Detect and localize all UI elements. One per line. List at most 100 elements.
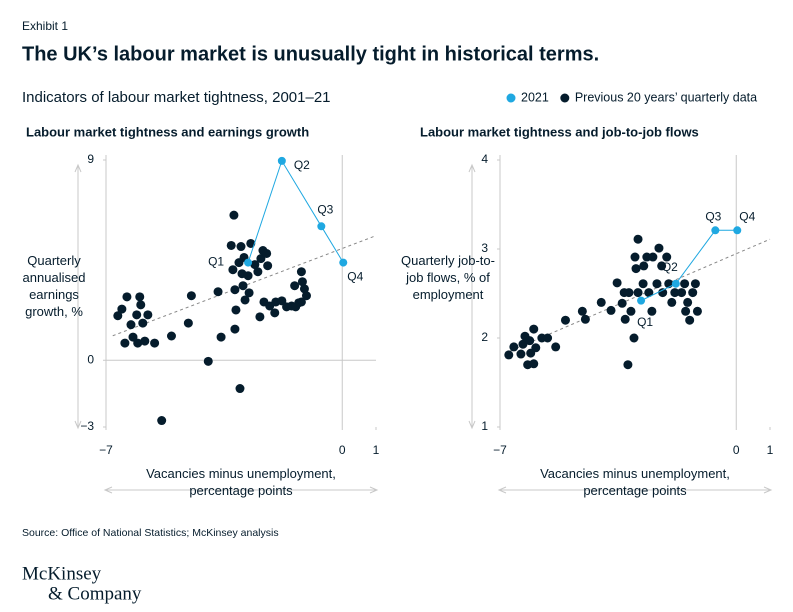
point [633, 234, 643, 244]
point [620, 314, 630, 324]
point [543, 333, 553, 343]
y-tick-label: 0 [87, 352, 94, 366]
point [626, 306, 636, 316]
point [143, 310, 153, 320]
point [692, 306, 702, 316]
page-title: The UK’s labour market is unusually tigh… [22, 43, 599, 65]
point-label: Q4 [347, 270, 363, 284]
point [677, 288, 687, 298]
point [619, 288, 629, 298]
point [612, 278, 622, 288]
point [253, 267, 263, 277]
point [531, 343, 541, 353]
point [256, 254, 266, 264]
point [236, 242, 246, 252]
legend-marker [560, 93, 570, 103]
point [296, 267, 306, 277]
y-tick-label: 1 [481, 419, 488, 433]
x-tick-label: 0 [339, 443, 346, 457]
point [262, 248, 272, 258]
point [150, 338, 160, 348]
y-tick-label: 4 [481, 152, 488, 166]
point [577, 306, 587, 316]
point [637, 296, 646, 305]
point [138, 318, 148, 328]
point [216, 332, 226, 342]
point [518, 339, 528, 349]
point [132, 310, 142, 320]
point-label: Q3 [705, 209, 721, 223]
subplot-title: Labour market tightness and earnings gro… [26, 124, 309, 139]
x-tick-label: 1 [373, 443, 380, 457]
point [234, 258, 244, 268]
y-axis-label: Quarterly job-to-job flows, % of employm… [401, 253, 495, 302]
point [301, 291, 311, 301]
point [339, 258, 348, 267]
point [255, 312, 265, 322]
point [263, 261, 273, 271]
point [529, 359, 539, 369]
point [680, 279, 690, 289]
point [240, 295, 250, 305]
point [231, 305, 241, 315]
point [638, 279, 648, 289]
point-label: Q2 [294, 158, 310, 172]
y-arrow-head [468, 163, 476, 430]
point [654, 243, 664, 253]
point [516, 349, 526, 359]
point [228, 265, 238, 275]
point-label: Q4 [739, 209, 755, 223]
point [183, 318, 193, 328]
point [647, 306, 657, 316]
point [243, 271, 253, 281]
point [639, 261, 649, 271]
point [630, 252, 640, 262]
point [277, 156, 286, 165]
point [120, 338, 130, 348]
point [658, 288, 668, 298]
x-arrow-head [497, 486, 773, 494]
point [290, 281, 300, 291]
y-arrow-head [74, 163, 82, 430]
point [633, 288, 643, 298]
point [606, 305, 616, 315]
point [504, 350, 514, 360]
point [509, 342, 519, 352]
point [551, 342, 561, 352]
x-axis-label: Vacancies minus unemployment, percentage… [146, 466, 336, 498]
exhibit-label: Exhibit 1 [22, 19, 68, 33]
point [157, 416, 167, 426]
logo-line: McKinsey [22, 563, 102, 584]
point [297, 277, 307, 287]
legend-marker [506, 93, 516, 103]
point [529, 324, 539, 334]
point [270, 308, 280, 318]
x-axis-label: Vacancies minus unemployment, percentage… [540, 466, 730, 498]
point [244, 288, 254, 298]
point [711, 226, 720, 235]
point [203, 356, 213, 366]
point [631, 264, 641, 274]
point [683, 297, 693, 307]
point [317, 222, 326, 231]
point [244, 258, 253, 267]
point [623, 360, 633, 370]
point [230, 285, 240, 295]
point-label: Q1 [208, 255, 224, 269]
point [560, 315, 570, 325]
point [525, 336, 535, 346]
source: Source: Office of National Statistics; M… [22, 527, 279, 539]
point [186, 291, 196, 301]
point [580, 314, 590, 324]
point [733, 226, 742, 235]
point [122, 292, 132, 302]
point [135, 292, 145, 302]
point [226, 240, 236, 250]
series-line [247, 159, 344, 263]
point [133, 338, 143, 348]
point [246, 238, 256, 248]
point [662, 252, 672, 262]
y-tick-label: −3 [80, 419, 94, 433]
